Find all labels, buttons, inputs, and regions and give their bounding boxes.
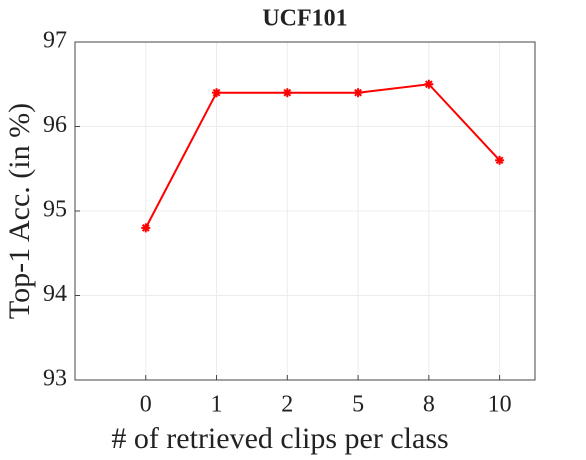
data-point: [353, 88, 363, 98]
data-point: [495, 155, 505, 165]
x-tick-label: 0: [140, 392, 152, 418]
marker-stroke: [495, 156, 504, 165]
marker-stroke: [283, 88, 292, 97]
data-point: [282, 88, 292, 98]
y-tick-label: 94: [43, 281, 67, 307]
marker-stroke: [354, 88, 362, 97]
y-tick-label: 95: [43, 197, 67, 223]
x-tick-label: 1: [211, 392, 223, 418]
data-point: [212, 88, 222, 98]
x-tick-label: 8: [423, 392, 435, 418]
y-tick-label: 96: [43, 112, 67, 138]
x-tick-label: 2: [281, 392, 293, 418]
plot-frame: [74, 41, 536, 381]
x-tick-label: 5: [352, 392, 364, 418]
data-point: [141, 223, 151, 233]
marker-stroke: [141, 224, 150, 232]
x-axis-label: # of retrieved clips per class: [111, 422, 448, 455]
x-tick-label: 10: [488, 392, 512, 418]
data-line: [144, 83, 501, 229]
marker-stroke: [212, 88, 221, 97]
y-axis-label: Top-1 Acc. (in %): [3, 103, 36, 319]
data-point: [424, 79, 434, 89]
y-tick-label: 97: [43, 28, 67, 54]
y-tick-label: 93: [43, 366, 67, 392]
marker-stroke: [424, 80, 433, 89]
chart-title: UCF101: [262, 6, 347, 32]
